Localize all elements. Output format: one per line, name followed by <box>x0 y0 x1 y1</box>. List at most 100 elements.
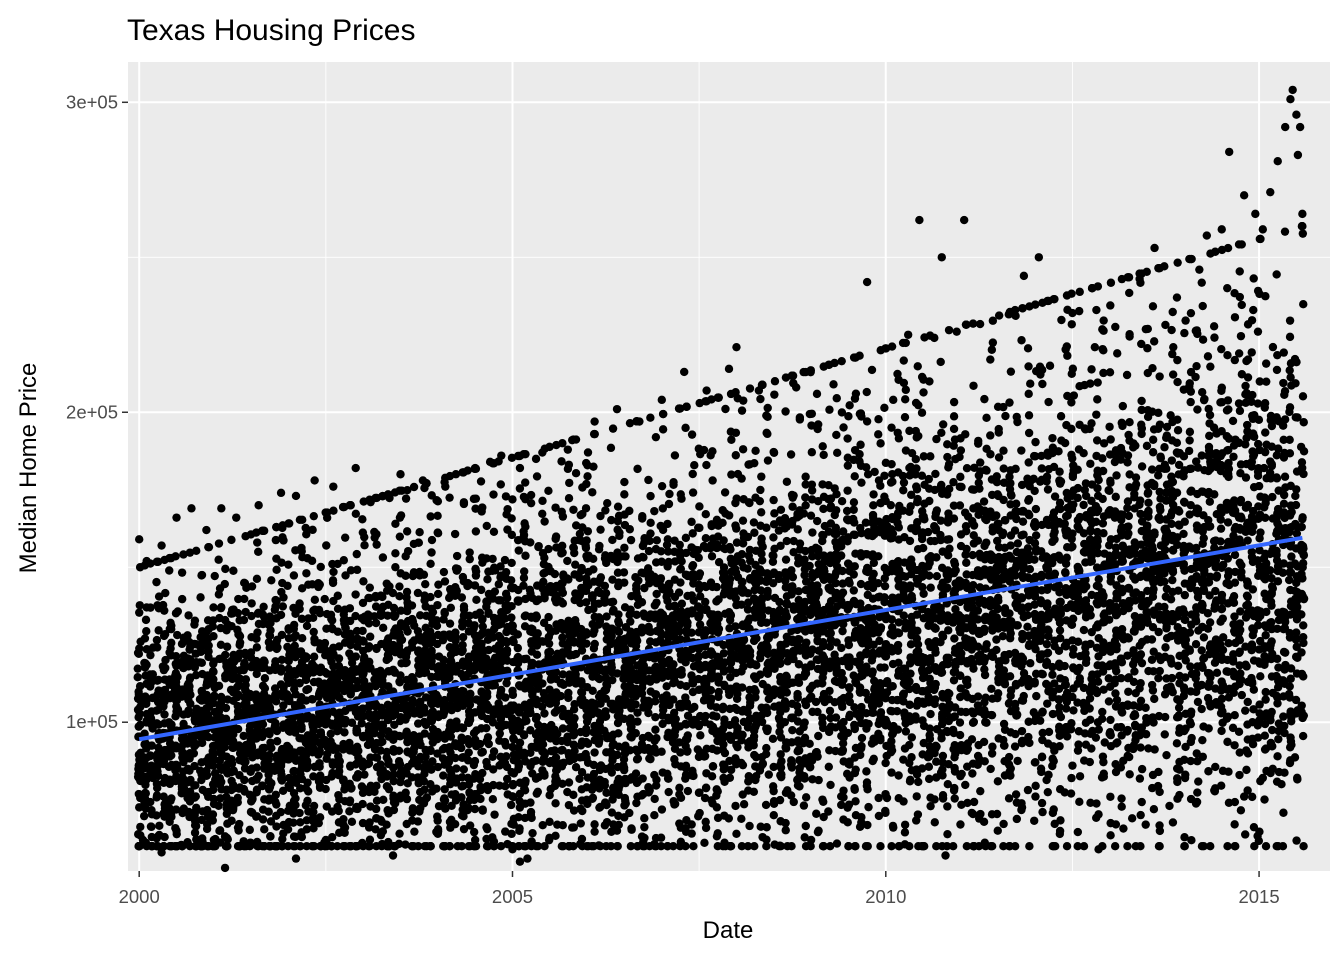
data-point <box>652 734 661 743</box>
data-point <box>241 675 251 684</box>
data-point <box>215 762 225 771</box>
data-point <box>952 327 961 336</box>
data-point <box>737 683 747 692</box>
data-point <box>457 793 466 802</box>
data-point <box>656 636 665 645</box>
data-point <box>279 536 288 545</box>
data-point <box>309 511 318 521</box>
data-point <box>569 435 578 444</box>
data-point <box>427 648 436 657</box>
data-point <box>289 633 299 642</box>
data-point <box>276 761 286 771</box>
data-point <box>501 567 511 577</box>
data-point <box>640 822 649 832</box>
data-point <box>670 451 680 460</box>
data-point <box>136 822 145 832</box>
data-point <box>690 702 699 712</box>
data-point <box>276 488 286 498</box>
data-point <box>440 695 449 705</box>
data-point <box>135 601 144 610</box>
data-point <box>216 603 226 613</box>
data-point <box>297 614 307 624</box>
data-point <box>1172 293 1182 302</box>
data-point <box>507 514 516 523</box>
data-point <box>657 395 667 405</box>
data-point <box>322 541 331 550</box>
data-point <box>627 824 636 833</box>
data-point <box>1281 122 1290 132</box>
data-point <box>259 602 268 612</box>
data-point <box>183 739 192 748</box>
data-point <box>720 568 729 578</box>
data-point <box>414 538 423 547</box>
data-point <box>558 779 567 788</box>
data-point <box>152 706 161 715</box>
data-point <box>402 587 412 597</box>
data-point <box>478 768 487 778</box>
data-point <box>588 793 598 803</box>
data-point <box>638 774 647 783</box>
data-point <box>327 652 336 662</box>
data-point <box>540 593 549 602</box>
data-point <box>402 794 412 804</box>
data-point <box>538 509 547 518</box>
data-point <box>422 793 432 802</box>
data-point <box>146 797 155 807</box>
data-point <box>371 825 380 834</box>
data-point <box>575 573 584 583</box>
data-point <box>345 604 355 613</box>
data-point <box>364 619 374 628</box>
data-point <box>147 741 157 750</box>
data-point <box>750 750 759 760</box>
data-point <box>185 645 194 654</box>
data-point <box>426 745 435 755</box>
data-point <box>239 615 249 625</box>
data-point <box>135 608 144 617</box>
data-point <box>781 826 790 835</box>
data-point <box>388 851 398 860</box>
data-point <box>520 519 529 528</box>
data-point <box>258 781 267 790</box>
data-point <box>563 574 572 583</box>
data-point <box>733 723 742 733</box>
data-point <box>620 543 629 552</box>
data-point <box>564 800 574 810</box>
data-point <box>233 682 242 692</box>
data-point <box>538 496 547 506</box>
data-point <box>602 800 611 810</box>
data-point <box>501 492 511 501</box>
data-point <box>519 567 529 576</box>
data-point <box>762 842 771 851</box>
data-point <box>607 663 616 672</box>
data-point <box>465 554 474 564</box>
data-point <box>544 639 554 648</box>
data-point <box>409 744 419 753</box>
data-point <box>217 504 226 513</box>
data-point <box>665 489 674 499</box>
data-point <box>496 715 505 724</box>
data-point <box>776 505 786 515</box>
data-point <box>507 621 517 630</box>
data-point <box>190 761 199 771</box>
data-point <box>489 527 499 537</box>
data-point <box>458 646 467 655</box>
data-point <box>993 826 1002 835</box>
data-point <box>202 525 211 535</box>
data-point <box>558 724 568 733</box>
data-point <box>152 577 161 587</box>
data-point <box>439 655 448 665</box>
data-point <box>589 629 598 638</box>
data-point <box>539 729 548 739</box>
data-point <box>582 639 591 648</box>
data-point <box>495 729 504 738</box>
data-point <box>276 664 286 673</box>
data-point <box>426 842 435 851</box>
data-point <box>408 808 417 817</box>
data-point <box>523 854 532 863</box>
data-point <box>637 658 647 667</box>
data-point <box>578 806 587 816</box>
data-point <box>569 705 579 714</box>
data-point <box>515 463 525 473</box>
data-point <box>683 786 693 796</box>
